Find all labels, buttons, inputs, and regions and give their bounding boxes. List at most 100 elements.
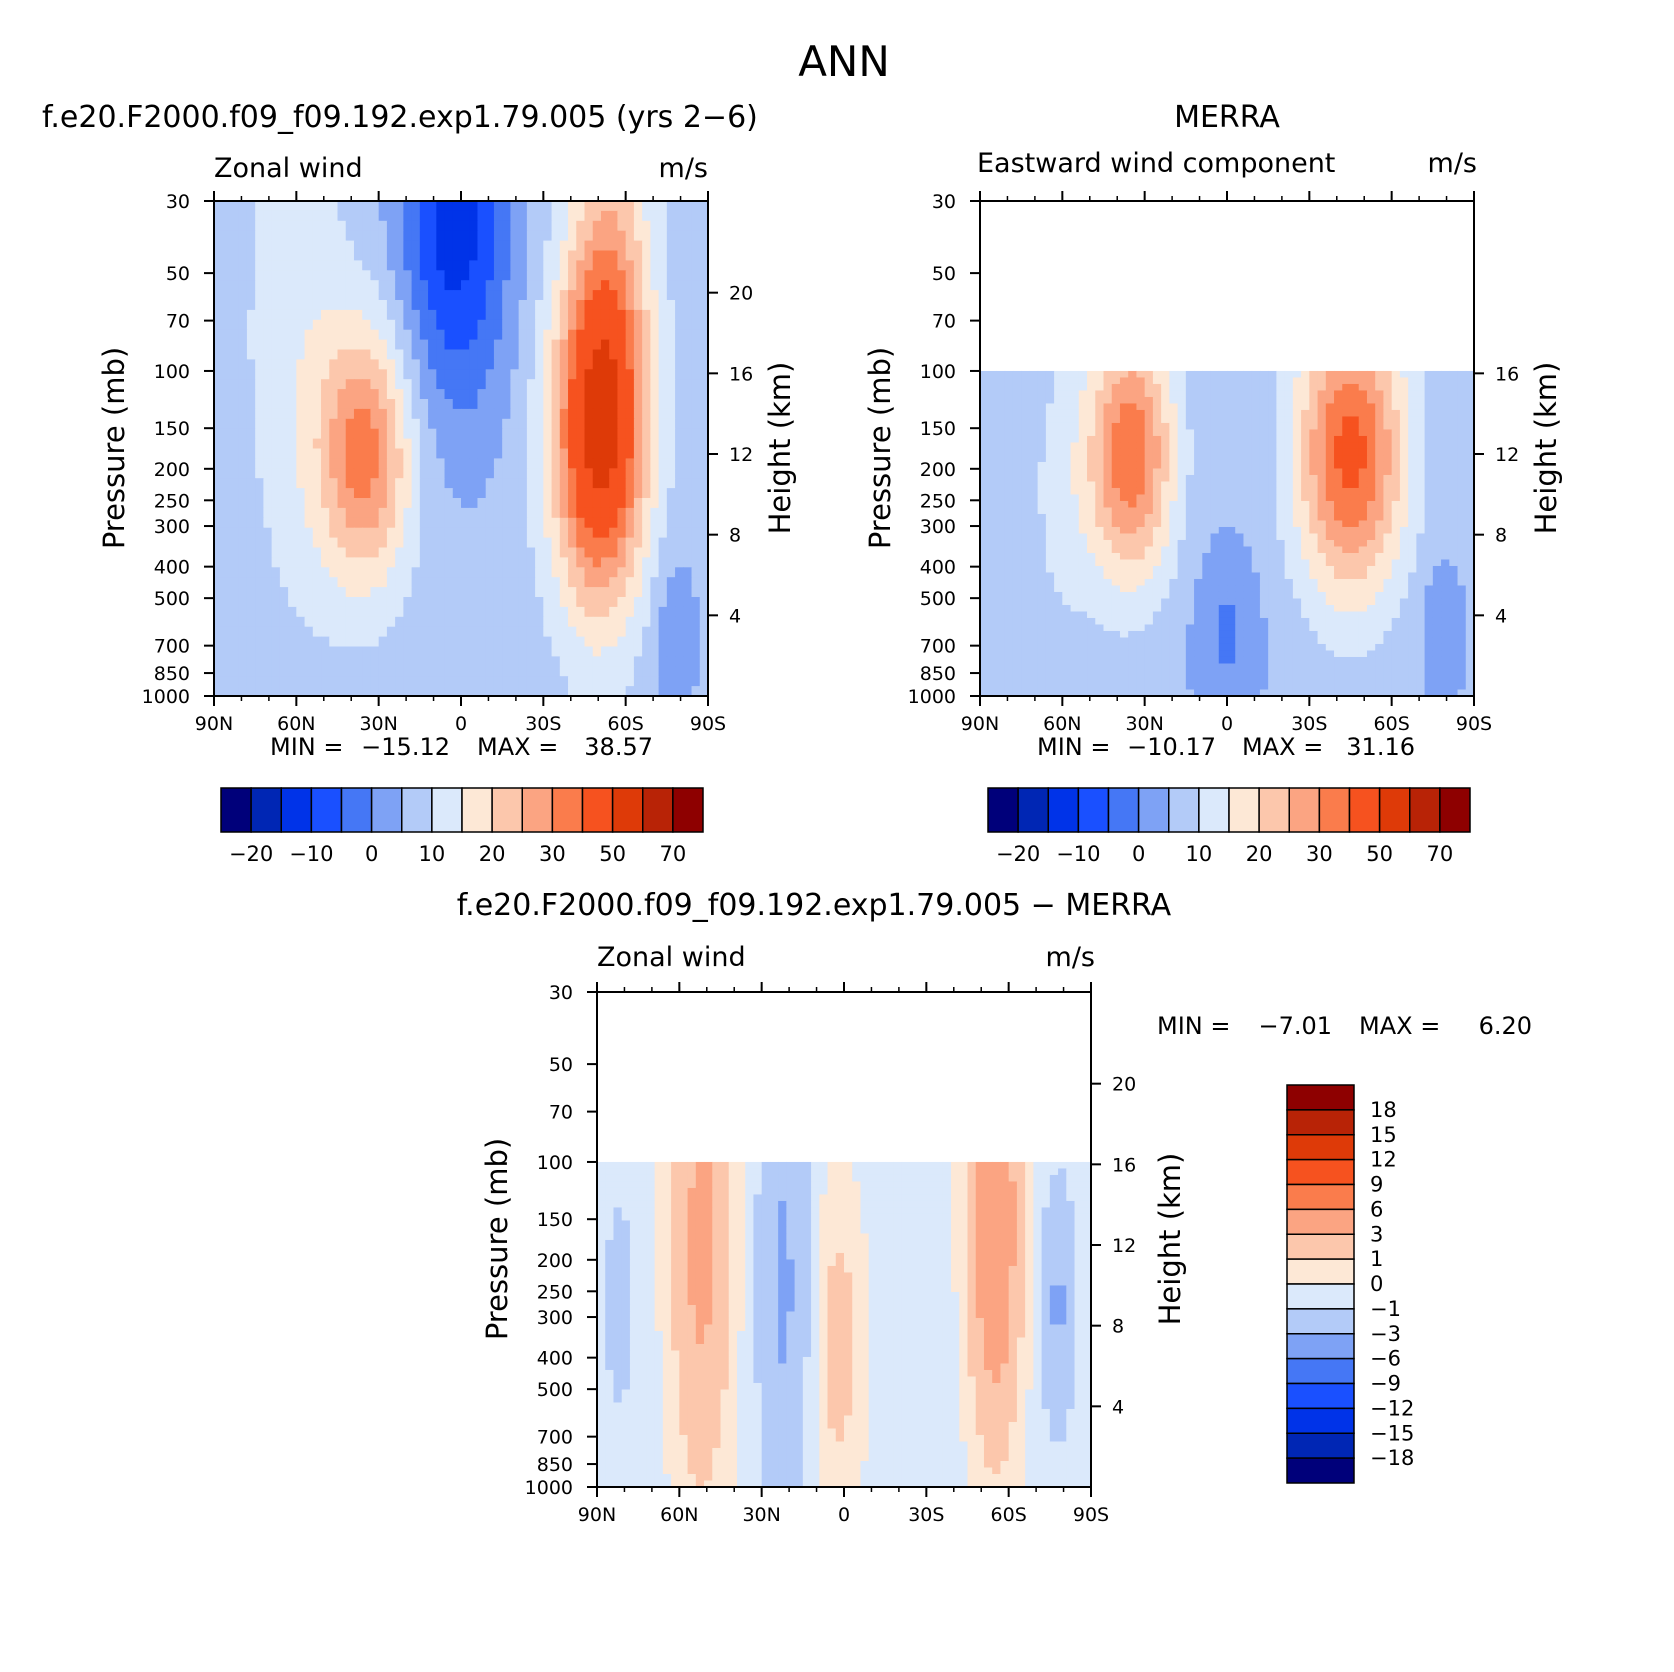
- heatmap-cell: [378, 626, 388, 638]
- heatmap-cell: [461, 428, 470, 440]
- heatmap-cell: [551, 616, 561, 628]
- heatmap-cell: [1227, 559, 1236, 567]
- heatmap-cell: [1202, 377, 1212, 385]
- heatmap-cell: [633, 468, 643, 479]
- heatmap-cell: [279, 260, 289, 271]
- heatmap-cell: [1185, 559, 1195, 567]
- heatmap-cell: [419, 290, 429, 301]
- heatmap-cell: [609, 567, 619, 578]
- heatmap-cell: [1441, 513, 1450, 522]
- heatmap-cell: [592, 517, 602, 529]
- heatmap-cell: [362, 537, 372, 549]
- heatmap-cell: [1301, 461, 1310, 470]
- heatmap-cell: [1119, 455, 1129, 463]
- heatmap-cell: [625, 418, 635, 430]
- heatmap-cell: [411, 587, 421, 598]
- heatmap-cell: [600, 270, 610, 281]
- heatmap-cell: [428, 369, 437, 380]
- heatmap-cell: [633, 547, 643, 558]
- heatmap-cell: [403, 230, 413, 242]
- heatmap-cell: [1449, 533, 1459, 541]
- heatmap-cell: [1136, 448, 1146, 457]
- heatmap-cell: [1095, 435, 1105, 444]
- colorbar-box: [491, 787, 523, 833]
- heatmap-cell: [477, 359, 487, 370]
- heatmap-cell: [518, 220, 528, 232]
- heatmap-cell: [353, 349, 363, 360]
- heatmap-cell: [312, 517, 322, 529]
- heatmap-cell: [1268, 396, 1277, 405]
- heatmap-cell: [461, 636, 470, 648]
- heatmap-cell: [288, 260, 297, 271]
- heatmap-cell: [592, 201, 602, 212]
- heatmap-cell: [403, 606, 413, 618]
- heatmap-cell: [699, 260, 709, 271]
- heatmap-cell: [477, 250, 487, 261]
- heatmap-cell: [403, 498, 413, 509]
- heatmap-cell: [1399, 565, 1409, 574]
- heatmap-cell: [1095, 383, 1105, 392]
- heatmap-cell: [362, 646, 372, 657]
- heatmap-cell: [329, 389, 339, 400]
- heatmap-cell: [1358, 487, 1368, 496]
- heatmap-cell: [592, 210, 602, 222]
- heatmap-cell: [1169, 468, 1179, 476]
- heatmap-cell: [1309, 507, 1319, 515]
- heatmap-cell: [296, 260, 306, 271]
- heatmap-cell: [1432, 474, 1442, 483]
- heatmap-cell: [1358, 546, 1368, 554]
- heatmap-cell: [1004, 487, 1014, 496]
- heatmap-cell: [526, 240, 536, 252]
- heatmap-cell: [1021, 487, 1030, 496]
- heatmap-cell: [321, 567, 330, 578]
- heatmap-cell: [526, 300, 536, 311]
- heatmap-cell: [650, 240, 660, 252]
- heatmap-cell: [1375, 520, 1385, 528]
- heatmap-cell: [263, 309, 273, 321]
- heatmap-cell: [362, 547, 372, 558]
- heatmap-cell: [642, 428, 651, 440]
- heatmap-cell: [469, 210, 479, 222]
- heatmap-cell: [345, 379, 355, 390]
- heatmap-cell: [263, 666, 273, 677]
- heatmap-cell: [337, 329, 347, 341]
- heatmap-cell: [1366, 494, 1376, 502]
- heatmap-cell: [1441, 507, 1450, 515]
- heatmap-cell: [1218, 565, 1228, 574]
- heatmap-cell: [642, 517, 651, 529]
- heatmap-cell: [633, 408, 643, 420]
- heatmap-cell: [1144, 409, 1154, 418]
- heatmap-cell: [1342, 409, 1352, 418]
- heatmap-cell: [691, 567, 701, 578]
- heatmap-cell: [592, 399, 602, 410]
- heatmap-cell: [1408, 500, 1417, 509]
- heatmap-cell: [222, 636, 232, 648]
- heatmap-cell: [1087, 552, 1096, 561]
- heatmap-cell: [1243, 455, 1253, 463]
- heatmap-cell: [411, 349, 421, 360]
- heatmap-cell: [1334, 559, 1343, 567]
- heatmap-cell: [353, 537, 363, 549]
- heatmap-cell: [1210, 539, 1220, 548]
- heatmap-cell: [444, 300, 454, 311]
- heatmap-cell: [1227, 481, 1236, 489]
- heatmap-cell: [980, 565, 989, 574]
- heatmap-cell: [279, 587, 289, 598]
- heatmap-cell: [271, 389, 281, 400]
- heatmap-cell: [246, 329, 256, 341]
- heatmap-cell: [1350, 390, 1360, 398]
- heatmap-cell: [625, 290, 635, 301]
- heatmap-cell: [370, 349, 380, 360]
- heatmap-cell: [1449, 396, 1459, 405]
- heatmap-cell: [321, 488, 330, 499]
- heatmap-cell: [1235, 513, 1245, 522]
- heatmap-cell: [1202, 559, 1212, 567]
- heatmap-cell: [625, 498, 635, 509]
- heatmap-cell: [428, 349, 437, 360]
- heatmap-cell: [650, 606, 660, 618]
- x-tick-label: 60S: [608, 713, 644, 735]
- heatmap-cell: [1457, 487, 1467, 496]
- heatmap-cell: [518, 636, 528, 648]
- heatmap-cell: [493, 270, 503, 281]
- heatmap-cell: [279, 230, 289, 242]
